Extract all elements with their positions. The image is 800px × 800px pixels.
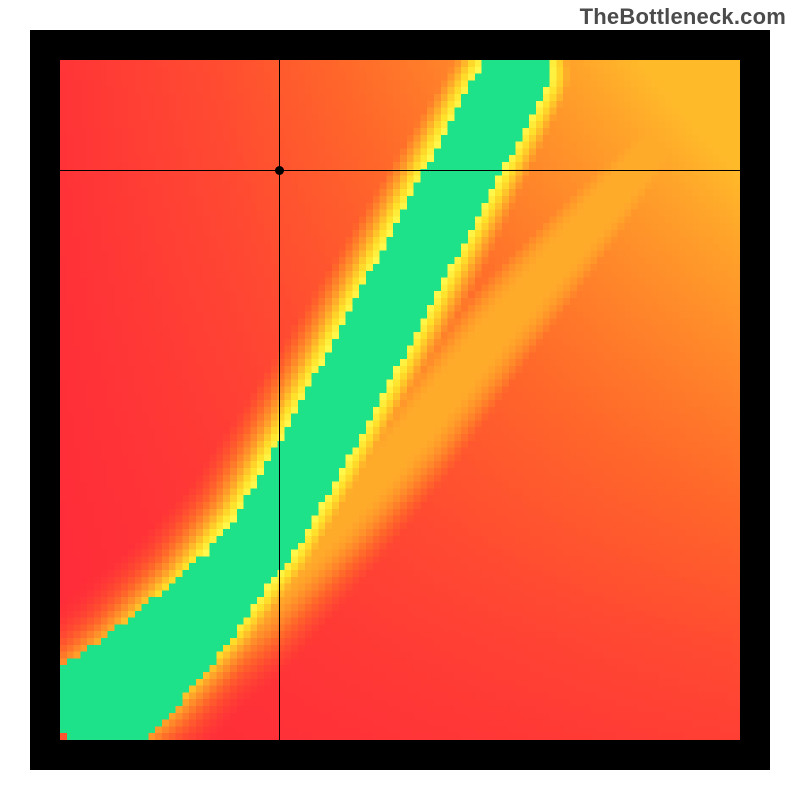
chart-container: TheBottleneck.com xyxy=(0,0,800,800)
chart-frame xyxy=(30,30,770,770)
crosshair-horizontal-line xyxy=(60,170,740,171)
crosshair-vertical-line xyxy=(279,60,280,740)
crosshair-marker-dot xyxy=(275,166,284,175)
heatmap-canvas xyxy=(60,60,740,740)
watermark-text: TheBottleneck.com xyxy=(580,4,786,30)
